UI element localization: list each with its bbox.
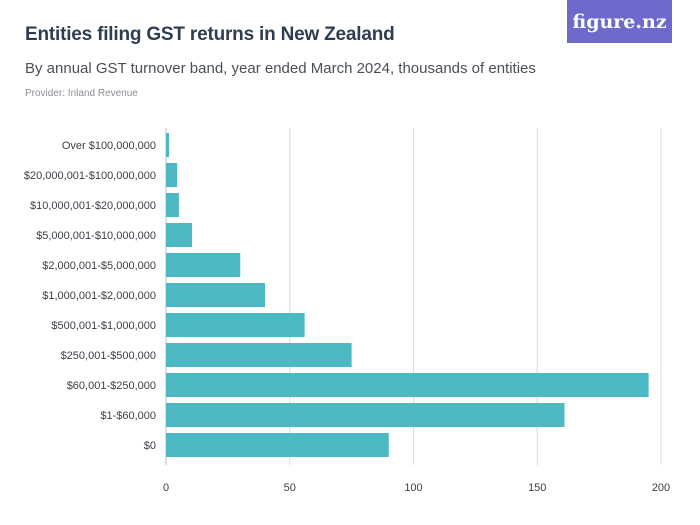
bar[interactable] [166, 433, 389, 457]
category-label: $5,000,001-$10,000,000 [36, 230, 156, 242]
category-label: $20,000,001-$100,000,000 [24, 170, 156, 182]
bar[interactable] [166, 133, 169, 157]
bar[interactable] [166, 253, 241, 277]
category-labels: Over $100,000,000 $20,000,001-$100,000,00… [24, 140, 156, 452]
bar[interactable] [166, 163, 178, 187]
x-tick-label: 50 [284, 482, 296, 494]
category-label: $60,001-$250,000 [67, 380, 156, 392]
provider-note: Provider: Inland Revenue [25, 88, 138, 99]
bar[interactable] [166, 403, 565, 427]
category-label: $1,000,001-$2,000,000 [42, 290, 156, 302]
chart-subtitle: By annual GST turnover band, year ended … [25, 60, 536, 77]
figure-nz-logo[interactable]: figure.nz [567, 0, 672, 43]
category-label: $250,001-$500,000 [61, 350, 156, 362]
x-tick-label: 150 [528, 482, 546, 494]
bar[interactable] [166, 373, 649, 397]
bars [166, 133, 649, 457]
bar[interactable] [166, 283, 265, 307]
chart-title: Entities filing GST returns in New Zeala… [25, 24, 395, 45]
x-tick-label: 100 [404, 482, 422, 494]
bar[interactable] [166, 223, 192, 247]
category-label: $1-$60,000 [100, 410, 156, 422]
bar[interactable] [166, 313, 305, 337]
x-tick-label: 0 [163, 482, 169, 494]
category-label: $0 [144, 440, 156, 452]
category-label: $10,000,001-$20,000,000 [30, 200, 156, 212]
x-tick-labels: 0 50 100 150 200 [163, 482, 670, 494]
category-label: $2,000,001-$5,000,000 [42, 260, 156, 272]
category-label: $500,001-$1,000,000 [51, 320, 156, 332]
bar[interactable] [166, 193, 179, 217]
x-tick-label: 200 [652, 482, 670, 494]
bar[interactable] [166, 343, 352, 367]
category-label: Over $100,000,000 [62, 140, 156, 152]
